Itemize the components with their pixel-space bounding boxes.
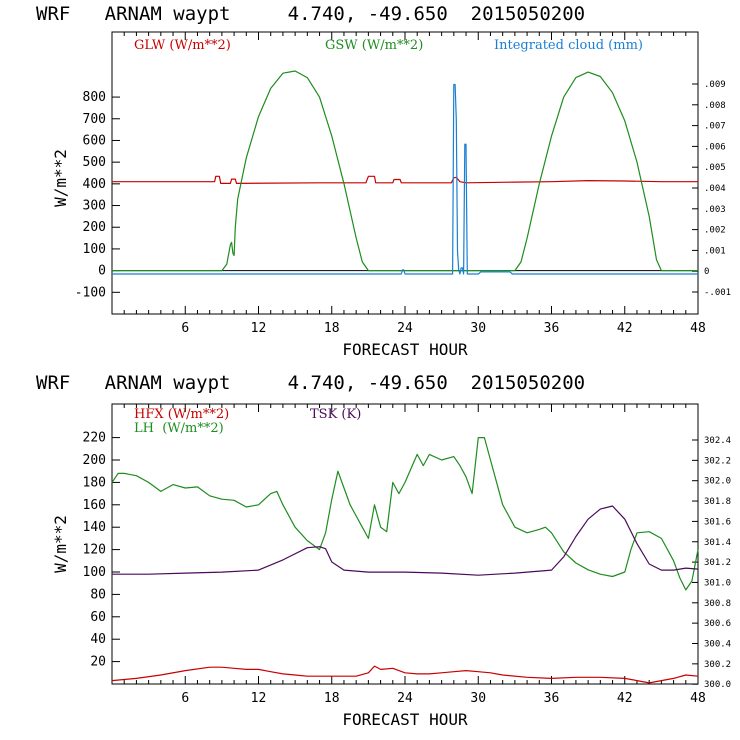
- bottom-y2-tick-label: 300.2: [704, 660, 731, 670]
- top-x-tick-label: 36: [544, 321, 560, 336]
- bottom-series-group: [111, 437, 699, 684]
- bottom-y-tick-label: 220: [83, 431, 106, 446]
- top-y2-tick-label: .002: [704, 226, 726, 236]
- bottom-chart-title: WRF ARNAM waypt 4.740, -49.650 201505020…: [36, 372, 585, 394]
- top-x-tick-label: 24: [397, 321, 413, 336]
- top-y2-tick-label: .007: [704, 122, 726, 132]
- top-x-tick-label: 42: [617, 321, 633, 336]
- top-y2-tick-label: .004: [704, 184, 726, 194]
- top-y-tick-label: 400: [83, 177, 106, 192]
- bottom-y2-tick-label: 301.8: [704, 497, 731, 507]
- bottom-y2-tick-label: 300.4: [704, 640, 731, 650]
- legend-gsw: GSW (W/m**2): [325, 38, 423, 53]
- bottom-y2-tick-label: 301.6: [704, 517, 731, 527]
- top-panel: WRF ARNAM waypt 4.740, -49.650 201505020…: [36, 3, 731, 359]
- top-x-tick-label: 18: [324, 321, 340, 336]
- bottom-x-tick-label: 6: [181, 691, 189, 706]
- top-y2-tick-label: .008: [704, 101, 726, 111]
- top-y-tick-label: 300: [83, 199, 106, 214]
- top-series-group: [112, 70, 698, 275]
- bottom-y2-tick-label: 300.6: [704, 619, 731, 629]
- top-y2-tick-label: .006: [704, 142, 726, 152]
- bottom-y-tick-label: 60: [90, 610, 106, 625]
- bottom-series-hfx-w-m-2: [111, 665, 699, 684]
- bottom-y2-tick-label: 302.4: [704, 436, 731, 446]
- bottom-x-tick-label: 24: [397, 691, 413, 706]
- top-x-tick-label: 12: [251, 321, 267, 336]
- bottom-plot-frame: [111, 403, 699, 685]
- bottom-y-tick-label: 20: [90, 655, 106, 670]
- bottom-axes: 6 12 18 24 30 36 42 48 20 40 60 80 100 120 140 160 180 20…: [83, 404, 731, 706]
- bottom-y2-tick-label: 301.0: [704, 578, 731, 588]
- bottom-y-tick-label: 180: [83, 475, 106, 490]
- top-y-tick-label: 500: [83, 155, 106, 170]
- bottom-y2-tick-label: 300.8: [704, 599, 731, 609]
- bottom-y2-tick-label: 301.2: [704, 558, 731, 568]
- top-y2-tick-label: .001: [704, 246, 726, 256]
- legend-glw: GLW (W/m**2): [134, 38, 231, 53]
- top-y2-tick-label: -.001: [704, 288, 731, 298]
- top-y-tick-label: 700: [83, 112, 106, 127]
- top-y-tick-label: -100: [75, 285, 106, 300]
- bottom-y-tick-label: 160: [83, 498, 106, 513]
- top-y2-tick-label: 0: [704, 267, 709, 277]
- top-chart-title: WRF ARNAM waypt 4.740, -49.650 201505020…: [36, 3, 585, 25]
- top-y-tick-label: 800: [83, 90, 106, 105]
- bottom-x-tick-label: 42: [617, 691, 633, 706]
- top-y2-tick-label: .005: [704, 163, 726, 173]
- bottom-x-tick-label: 36: [544, 691, 560, 706]
- top-y-tick-label: 600: [83, 133, 106, 148]
- bottom-x-tick-label: 18: [324, 691, 340, 706]
- top-y2-tick-label: .009: [704, 80, 726, 90]
- bottom-series-tsk-k: [112, 505, 699, 576]
- legend-lh: LH (W/m**2): [134, 421, 224, 436]
- top-y-tick-label: 0: [98, 264, 106, 279]
- top-y2-tick-label: .003: [704, 205, 726, 215]
- legend-cloud: Integrated cloud (mm): [494, 38, 643, 53]
- top-axes: 6 12 18 24 30 36 42 48 -100 0 100 200 300 400 500 600 70…: [75, 32, 731, 336]
- top-plot-frame: [111, 31, 699, 315]
- bottom-x-tick-label: 48: [690, 691, 706, 706]
- bottom-series-lh-w-m-2: [111, 437, 699, 591]
- bottom-panel: WRF ARNAM waypt 4.740, -49.650 201505020…: [36, 372, 731, 729]
- top-x-tick-label: 6: [181, 321, 189, 336]
- bottom-x-axis-label: FORECAST HOUR: [342, 710, 468, 729]
- top-series-integrated-cloud-mm: [112, 83, 698, 275]
- bottom-y2-tick-label: 300.0: [704, 680, 731, 690]
- bottom-y-tick-label: 40: [90, 632, 106, 647]
- bottom-y-tick-label: 100: [83, 565, 106, 580]
- bottom-x-tick-label: 12: [251, 691, 267, 706]
- bottom-y2-tick-label: 301.4: [704, 538, 731, 548]
- top-x-tick-label: 48: [690, 321, 706, 336]
- bottom-y-tick-label: 140: [83, 520, 106, 535]
- top-x-tick-label: 30: [470, 321, 486, 336]
- top-x-axis-label: FORECAST HOUR: [342, 340, 468, 359]
- top-y-axis-label: W/m**2: [51, 149, 70, 207]
- top-series-gsw-w-m-2: [112, 70, 698, 272]
- top-series-glw-w-m-2: [112, 175, 698, 184]
- top-y-tick-label: 100: [83, 242, 106, 257]
- bottom-y2-tick-label: 302.0: [704, 477, 731, 487]
- top-y-tick-label: 200: [83, 220, 106, 235]
- legend-tsk: TSK (K): [310, 407, 361, 422]
- bottom-y-axis-label: W/m**2: [51, 515, 70, 573]
- bottom-y-tick-label: 80: [90, 587, 106, 602]
- bottom-y-tick-label: 200: [83, 453, 106, 468]
- bottom-x-tick-label: 30: [470, 691, 486, 706]
- bottom-y2-tick-label: 302.2: [704, 456, 731, 466]
- legend-hfx: HFX (W/m**2): [134, 407, 229, 422]
- bottom-y-tick-label: 120: [83, 543, 106, 558]
